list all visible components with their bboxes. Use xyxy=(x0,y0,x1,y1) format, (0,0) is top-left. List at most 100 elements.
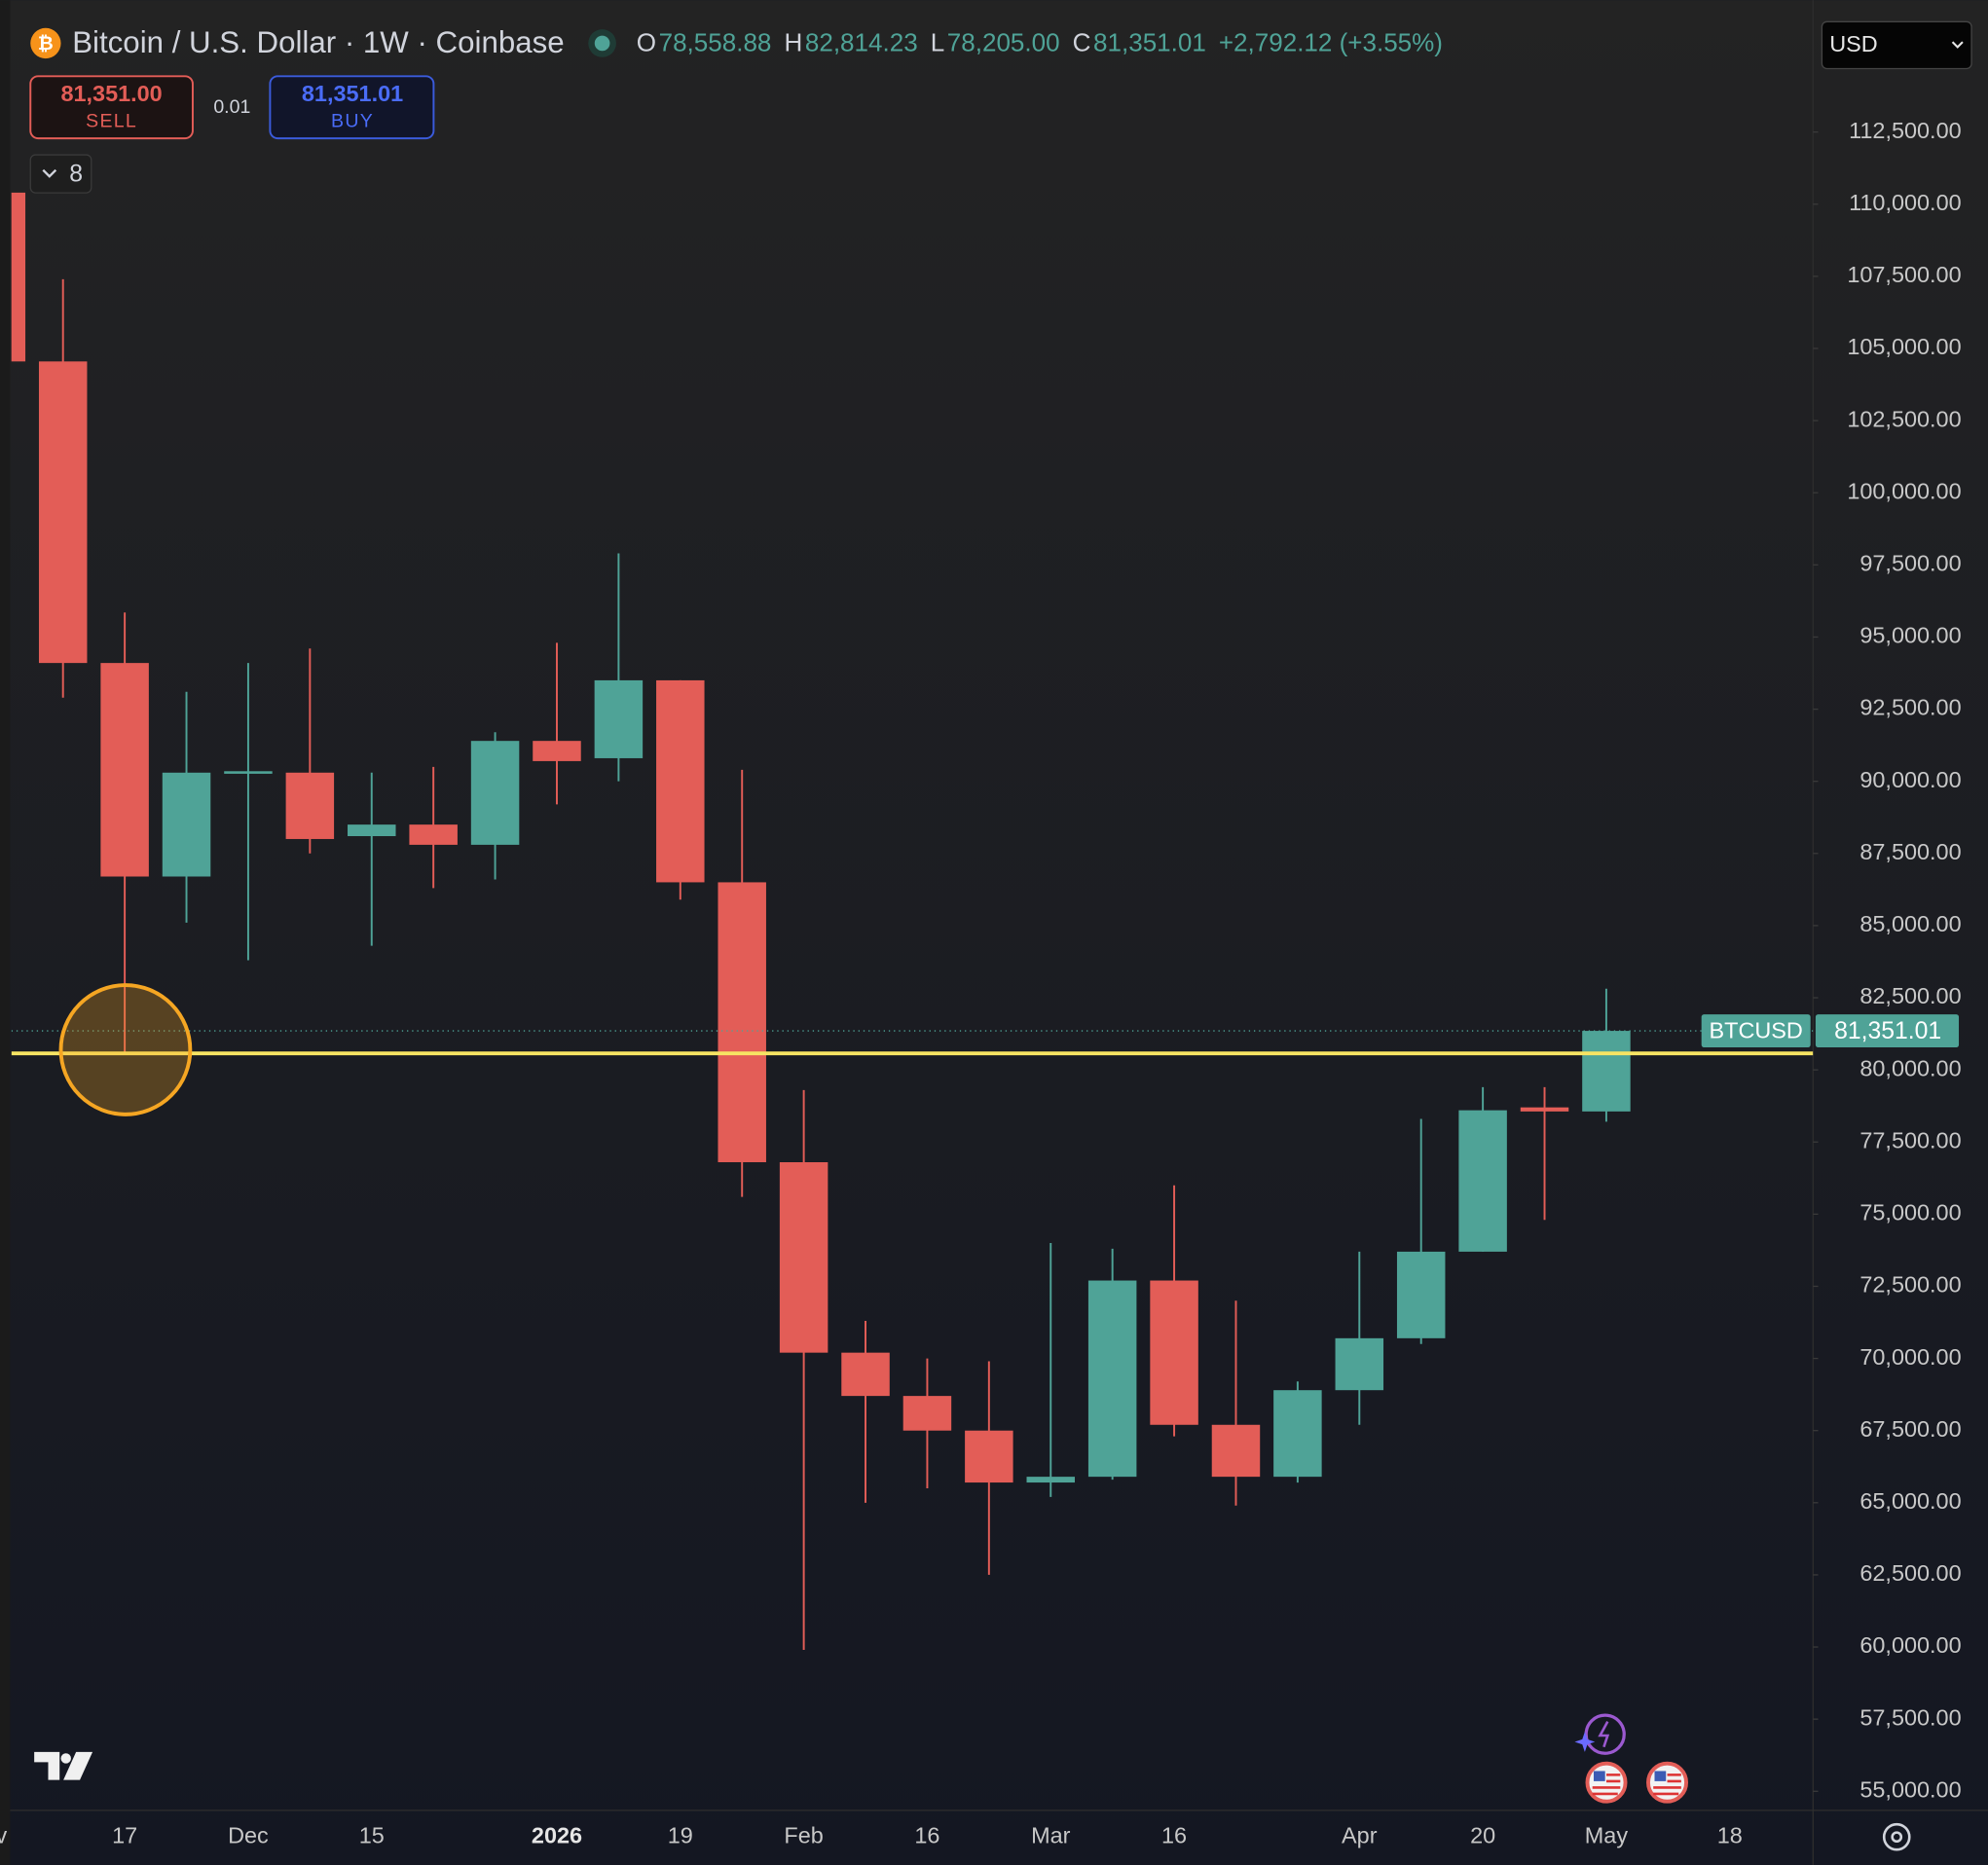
candle-body xyxy=(409,824,458,845)
candle-body xyxy=(11,192,26,362)
y-tick-label: 107,500.00 xyxy=(1847,262,1961,287)
ohlc-key: O xyxy=(637,28,656,57)
y-tick-label: 90,000.00 xyxy=(1859,767,1961,792)
y-tick-label: 67,500.00 xyxy=(1859,1416,1961,1442)
y-tick-label: 82,500.00 xyxy=(1859,983,1961,1008)
x-tick-label: v xyxy=(0,1822,7,1847)
candle-body xyxy=(1211,1424,1261,1478)
candle-body xyxy=(1026,1477,1075,1483)
ohlc-value: 78,205.00 xyxy=(947,28,1060,57)
logo-dot xyxy=(60,1753,71,1764)
ohlc-key: C xyxy=(1073,28,1091,57)
coin-symbol: ₿ xyxy=(38,33,54,55)
settings-glyph xyxy=(1891,1831,1903,1844)
candle-body xyxy=(100,663,149,877)
x-tick-label: 16 xyxy=(914,1822,939,1847)
ohlc-key: H xyxy=(784,28,802,57)
logo[interactable] xyxy=(34,1751,93,1780)
ohlc-value: 78,558.88 xyxy=(659,28,772,57)
candle-body xyxy=(348,824,396,836)
flag-canton xyxy=(1654,1771,1667,1781)
market-status-dot xyxy=(594,35,610,52)
x-tick-label: Feb xyxy=(784,1822,823,1847)
left-edge xyxy=(0,0,11,1865)
quantity[interactable]: 0.01 xyxy=(213,96,250,118)
chevron xyxy=(42,168,57,178)
y-tick-label: 77,500.00 xyxy=(1859,1127,1961,1152)
chevron xyxy=(1951,41,1964,49)
symbol-tag-label: BTCUSD xyxy=(1710,1018,1803,1043)
y-tick-label: 110,000.00 xyxy=(1849,190,1962,215)
flag-stripes xyxy=(1653,1774,1681,1796)
indicators-count: 8 xyxy=(69,161,83,187)
buy-button[interactable] xyxy=(269,75,435,140)
currency-select[interactable] xyxy=(1821,20,1972,70)
ohlc-value: 81,351.01 xyxy=(1093,28,1206,57)
candle-body xyxy=(779,1161,828,1353)
y-tick-label: 70,000.00 xyxy=(1859,1344,1961,1370)
candle-body xyxy=(1458,1110,1507,1252)
x-tick-label: 19 xyxy=(668,1822,693,1847)
candle-body xyxy=(594,679,644,758)
candle-body xyxy=(718,882,766,1162)
x-tick-label: Mar xyxy=(1031,1822,1071,1847)
y-tick-label: 60,000.00 xyxy=(1859,1632,1961,1658)
candle-body xyxy=(1582,1031,1631,1112)
indicators-toggle[interactable] xyxy=(29,154,92,194)
ohlc-key: L xyxy=(931,28,944,57)
candle-body xyxy=(1520,1107,1569,1112)
buy-price: 81,351.01 xyxy=(302,81,403,106)
x-tick-label: 20 xyxy=(1470,1822,1495,1847)
annotation-circle xyxy=(58,983,193,1116)
ohlc-value: 82,814.23 xyxy=(805,28,918,57)
y-tick-label: 72,500.00 xyxy=(1859,1272,1961,1298)
y-tick-label: 112,500.00 xyxy=(1849,118,1962,143)
x-tick-label: 2026 xyxy=(532,1822,582,1847)
y-tick-label: 87,500.00 xyxy=(1859,839,1961,864)
x-tick-label: Dec xyxy=(228,1822,269,1847)
y-tick-label: 75,000.00 xyxy=(1859,1200,1961,1225)
price-tag xyxy=(1815,1014,1960,1048)
x-tick-label: Apr xyxy=(1342,1822,1378,1847)
candle-body xyxy=(162,772,211,877)
y-tick-label: 57,500.00 xyxy=(1859,1704,1961,1730)
candle-body xyxy=(470,741,520,845)
y-tick-label: 92,500.00 xyxy=(1859,695,1961,720)
plot-area xyxy=(11,192,1814,1651)
y-tick-label: 102,500.00 xyxy=(1847,406,1961,431)
y-tick-label: 105,000.00 xyxy=(1847,334,1961,359)
y-tick-label: 55,000.00 xyxy=(1859,1776,1961,1802)
buy-label: BUY xyxy=(331,110,374,131)
x-tick-label: May xyxy=(1585,1822,1629,1847)
candle-body xyxy=(841,1352,890,1397)
flag-stripes xyxy=(1592,1774,1621,1796)
event-icon[interactable] xyxy=(1584,1713,1626,1755)
candle-body xyxy=(1150,1280,1198,1425)
sparkle xyxy=(1574,1732,1596,1752)
y-tick-label: 95,000.00 xyxy=(1859,623,1961,648)
symbol-tag xyxy=(1701,1014,1811,1048)
coin-icon xyxy=(30,27,61,59)
symbol-title[interactable]: Bitcoin / U.S. Dollar · 1W · Coinbase xyxy=(72,25,564,59)
settings-button[interactable] xyxy=(1882,1822,1911,1851)
candle-body xyxy=(224,771,273,774)
x-tick-label: 16 xyxy=(1161,1822,1187,1847)
y-tick-label: 100,000.00 xyxy=(1847,478,1961,503)
y-tick-label: 80,000.00 xyxy=(1859,1055,1961,1080)
flag-canton xyxy=(1593,1771,1605,1781)
candle-body xyxy=(38,361,88,664)
candle-body xyxy=(656,679,705,883)
x-tick-label: 18 xyxy=(1717,1822,1743,1847)
candle-body xyxy=(285,772,335,839)
x-tick-label: 15 xyxy=(359,1822,385,1847)
sell-label: SELL xyxy=(86,110,137,131)
candle-body xyxy=(902,1396,952,1431)
event-glyph xyxy=(1598,1721,1610,1748)
price-tag-label: 81,351.01 xyxy=(1834,1018,1941,1044)
sell-button[interactable] xyxy=(29,75,194,140)
candle-body xyxy=(533,741,581,761)
y-tick-label: 65,000.00 xyxy=(1859,1488,1961,1514)
currency-label: USD xyxy=(1829,31,1877,56)
